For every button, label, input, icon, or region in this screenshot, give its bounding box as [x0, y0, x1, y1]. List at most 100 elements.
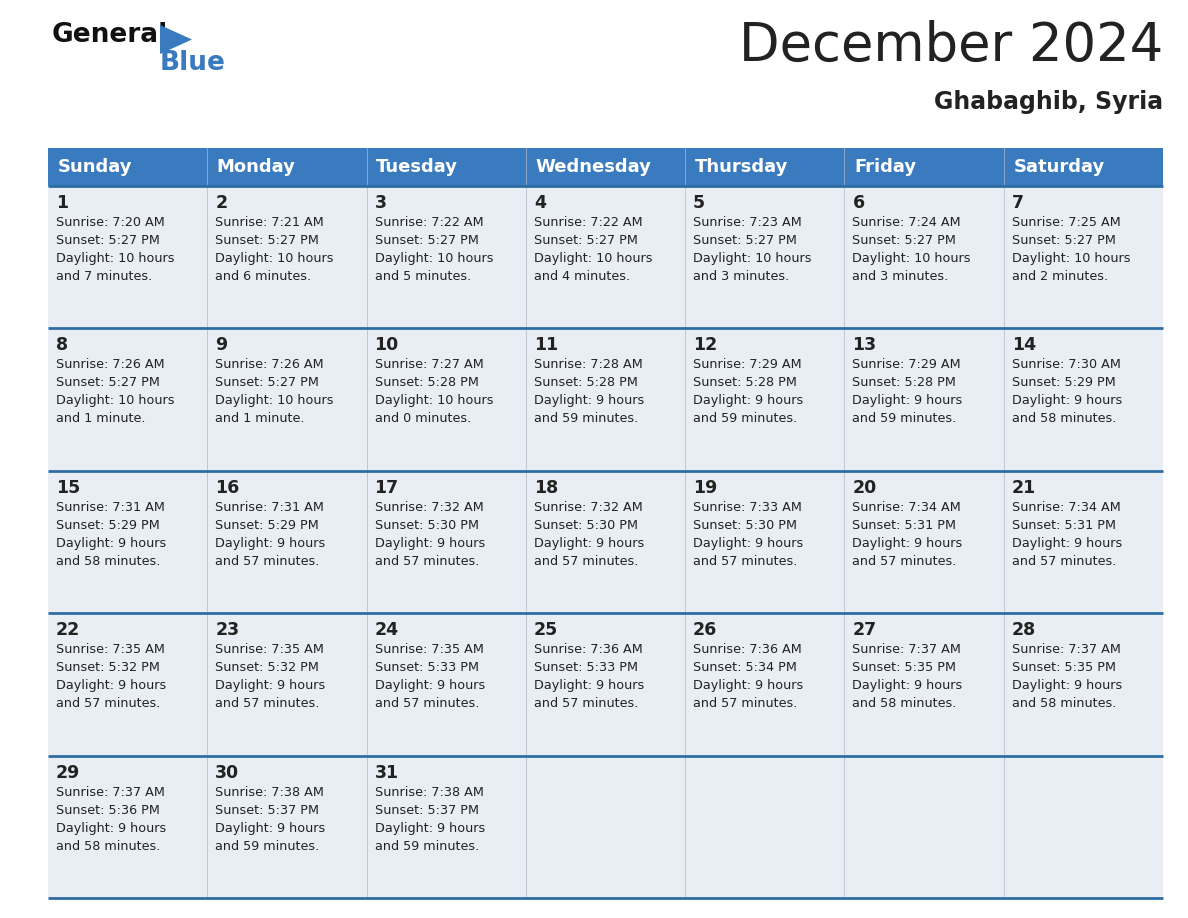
Text: Sunrise: 7:36 AM
Sunset: 5:33 PM
Daylight: 9 hours
and 57 minutes.: Sunrise: 7:36 AM Sunset: 5:33 PM Dayligh… — [533, 644, 644, 711]
Text: 7: 7 — [1012, 194, 1024, 212]
Text: 9: 9 — [215, 336, 227, 354]
Bar — [48, 186, 207, 329]
Bar — [207, 186, 367, 329]
Bar — [1004, 148, 1163, 186]
Bar — [367, 613, 526, 756]
Text: 23: 23 — [215, 621, 239, 639]
Text: 28: 28 — [1012, 621, 1036, 639]
Text: 29: 29 — [56, 764, 81, 781]
Text: 17: 17 — [374, 479, 399, 497]
Bar — [207, 471, 367, 613]
Bar — [207, 148, 367, 186]
Bar — [526, 148, 685, 186]
Text: Sunrise: 7:26 AM
Sunset: 5:27 PM
Daylight: 10 hours
and 1 minute.: Sunrise: 7:26 AM Sunset: 5:27 PM Dayligh… — [215, 358, 334, 425]
Text: Sunrise: 7:32 AM
Sunset: 5:30 PM
Daylight: 9 hours
and 57 minutes.: Sunrise: 7:32 AM Sunset: 5:30 PM Dayligh… — [533, 501, 644, 568]
Bar — [367, 186, 526, 329]
Text: Sunrise: 7:34 AM
Sunset: 5:31 PM
Daylight: 9 hours
and 57 minutes.: Sunrise: 7:34 AM Sunset: 5:31 PM Dayligh… — [1012, 501, 1121, 568]
Bar — [367, 756, 526, 898]
Text: Sunrise: 7:35 AM
Sunset: 5:32 PM
Daylight: 9 hours
and 57 minutes.: Sunrise: 7:35 AM Sunset: 5:32 PM Dayligh… — [56, 644, 166, 711]
Text: 12: 12 — [693, 336, 718, 354]
Text: Sunrise: 7:24 AM
Sunset: 5:27 PM
Daylight: 10 hours
and 3 minutes.: Sunrise: 7:24 AM Sunset: 5:27 PM Dayligh… — [853, 216, 971, 283]
Bar — [685, 613, 845, 756]
Text: 16: 16 — [215, 479, 240, 497]
Bar — [1004, 186, 1163, 329]
Bar — [526, 471, 685, 613]
Text: Sunrise: 7:35 AM
Sunset: 5:32 PM
Daylight: 9 hours
and 57 minutes.: Sunrise: 7:35 AM Sunset: 5:32 PM Dayligh… — [215, 644, 326, 711]
Text: 4: 4 — [533, 194, 545, 212]
Text: Sunrise: 7:38 AM
Sunset: 5:37 PM
Daylight: 9 hours
and 59 minutes.: Sunrise: 7:38 AM Sunset: 5:37 PM Dayligh… — [215, 786, 326, 853]
Text: Sunrise: 7:25 AM
Sunset: 5:27 PM
Daylight: 10 hours
and 2 minutes.: Sunrise: 7:25 AM Sunset: 5:27 PM Dayligh… — [1012, 216, 1130, 283]
Bar — [48, 471, 207, 613]
Text: Monday: Monday — [217, 158, 296, 176]
Bar — [367, 329, 526, 471]
Text: 31: 31 — [374, 764, 399, 781]
Polygon shape — [160, 25, 192, 54]
Bar — [685, 329, 845, 471]
Bar — [845, 186, 1004, 329]
Text: General: General — [52, 22, 169, 48]
Bar — [207, 613, 367, 756]
Bar — [1004, 329, 1163, 471]
Text: Sunrise: 7:23 AM
Sunset: 5:27 PM
Daylight: 10 hours
and 3 minutes.: Sunrise: 7:23 AM Sunset: 5:27 PM Dayligh… — [693, 216, 811, 283]
Text: Thursday: Thursday — [695, 158, 788, 176]
Text: 20: 20 — [853, 479, 877, 497]
Bar — [526, 329, 685, 471]
Text: 5: 5 — [693, 194, 706, 212]
Text: 19: 19 — [693, 479, 718, 497]
Text: 21: 21 — [1012, 479, 1036, 497]
Text: Ghabaghib, Syria: Ghabaghib, Syria — [934, 90, 1163, 114]
Text: Sunrise: 7:37 AM
Sunset: 5:36 PM
Daylight: 9 hours
and 58 minutes.: Sunrise: 7:37 AM Sunset: 5:36 PM Dayligh… — [56, 786, 166, 853]
Bar — [845, 756, 1004, 898]
Text: 14: 14 — [1012, 336, 1036, 354]
Text: Sunrise: 7:35 AM
Sunset: 5:33 PM
Daylight: 9 hours
and 57 minutes.: Sunrise: 7:35 AM Sunset: 5:33 PM Dayligh… — [374, 644, 485, 711]
Text: Sunrise: 7:21 AM
Sunset: 5:27 PM
Daylight: 10 hours
and 6 minutes.: Sunrise: 7:21 AM Sunset: 5:27 PM Dayligh… — [215, 216, 334, 283]
Text: Sunrise: 7:26 AM
Sunset: 5:27 PM
Daylight: 10 hours
and 1 minute.: Sunrise: 7:26 AM Sunset: 5:27 PM Dayligh… — [56, 358, 175, 425]
Bar — [367, 148, 526, 186]
Text: 6: 6 — [853, 194, 865, 212]
Bar — [845, 471, 1004, 613]
Bar — [207, 756, 367, 898]
Bar — [1004, 756, 1163, 898]
Text: 25: 25 — [533, 621, 558, 639]
Text: Friday: Friday — [854, 158, 916, 176]
Text: Wednesday: Wednesday — [536, 158, 651, 176]
Text: Sunrise: 7:29 AM
Sunset: 5:28 PM
Daylight: 9 hours
and 59 minutes.: Sunrise: 7:29 AM Sunset: 5:28 PM Dayligh… — [693, 358, 803, 425]
Text: 3: 3 — [374, 194, 386, 212]
Text: Sunday: Sunday — [57, 158, 132, 176]
Text: Sunrise: 7:34 AM
Sunset: 5:31 PM
Daylight: 9 hours
and 57 minutes.: Sunrise: 7:34 AM Sunset: 5:31 PM Dayligh… — [853, 501, 962, 568]
Text: Blue: Blue — [160, 50, 226, 76]
Text: Sunrise: 7:27 AM
Sunset: 5:28 PM
Daylight: 10 hours
and 0 minutes.: Sunrise: 7:27 AM Sunset: 5:28 PM Dayligh… — [374, 358, 493, 425]
Bar — [685, 756, 845, 898]
Bar — [526, 613, 685, 756]
Bar — [685, 186, 845, 329]
Text: 22: 22 — [56, 621, 81, 639]
Text: 8: 8 — [56, 336, 68, 354]
Bar — [685, 471, 845, 613]
Text: December 2024: December 2024 — [739, 20, 1163, 72]
Text: Sunrise: 7:22 AM
Sunset: 5:27 PM
Daylight: 10 hours
and 4 minutes.: Sunrise: 7:22 AM Sunset: 5:27 PM Dayligh… — [533, 216, 652, 283]
Text: 26: 26 — [693, 621, 718, 639]
Text: Sunrise: 7:38 AM
Sunset: 5:37 PM
Daylight: 9 hours
and 59 minutes.: Sunrise: 7:38 AM Sunset: 5:37 PM Dayligh… — [374, 786, 485, 853]
Text: Sunrise: 7:32 AM
Sunset: 5:30 PM
Daylight: 9 hours
and 57 minutes.: Sunrise: 7:32 AM Sunset: 5:30 PM Dayligh… — [374, 501, 485, 568]
Bar — [845, 613, 1004, 756]
Text: Sunrise: 7:22 AM
Sunset: 5:27 PM
Daylight: 10 hours
and 5 minutes.: Sunrise: 7:22 AM Sunset: 5:27 PM Dayligh… — [374, 216, 493, 283]
Text: Sunrise: 7:36 AM
Sunset: 5:34 PM
Daylight: 9 hours
and 57 minutes.: Sunrise: 7:36 AM Sunset: 5:34 PM Dayligh… — [693, 644, 803, 711]
Bar — [48, 756, 207, 898]
Text: Sunrise: 7:29 AM
Sunset: 5:28 PM
Daylight: 9 hours
and 59 minutes.: Sunrise: 7:29 AM Sunset: 5:28 PM Dayligh… — [853, 358, 962, 425]
Text: Sunrise: 7:31 AM
Sunset: 5:29 PM
Daylight: 9 hours
and 58 minutes.: Sunrise: 7:31 AM Sunset: 5:29 PM Dayligh… — [56, 501, 166, 568]
Text: Sunrise: 7:30 AM
Sunset: 5:29 PM
Daylight: 9 hours
and 58 minutes.: Sunrise: 7:30 AM Sunset: 5:29 PM Dayligh… — [1012, 358, 1121, 425]
Text: 2: 2 — [215, 194, 227, 212]
Bar — [367, 471, 526, 613]
Text: 15: 15 — [56, 479, 81, 497]
Text: 13: 13 — [853, 336, 877, 354]
Text: Sunrise: 7:28 AM
Sunset: 5:28 PM
Daylight: 9 hours
and 59 minutes.: Sunrise: 7:28 AM Sunset: 5:28 PM Dayligh… — [533, 358, 644, 425]
Text: 10: 10 — [374, 336, 399, 354]
Bar — [1004, 613, 1163, 756]
Text: Sunrise: 7:20 AM
Sunset: 5:27 PM
Daylight: 10 hours
and 7 minutes.: Sunrise: 7:20 AM Sunset: 5:27 PM Dayligh… — [56, 216, 175, 283]
Text: Sunrise: 7:33 AM
Sunset: 5:30 PM
Daylight: 9 hours
and 57 minutes.: Sunrise: 7:33 AM Sunset: 5:30 PM Dayligh… — [693, 501, 803, 568]
Text: 18: 18 — [533, 479, 558, 497]
Text: Tuesday: Tuesday — [377, 158, 459, 176]
Text: Sunrise: 7:37 AM
Sunset: 5:35 PM
Daylight: 9 hours
and 58 minutes.: Sunrise: 7:37 AM Sunset: 5:35 PM Dayligh… — [1012, 644, 1121, 711]
Bar — [845, 329, 1004, 471]
Bar — [48, 613, 207, 756]
